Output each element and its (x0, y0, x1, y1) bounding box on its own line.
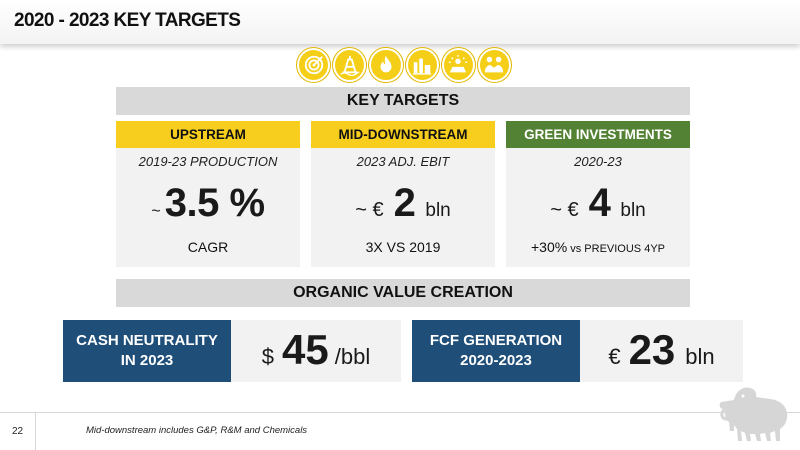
cash-neutrality-prefix: $ (261, 344, 275, 369)
green-investments-value-row: ~ € 4 bln (506, 181, 690, 227)
target-icon (297, 48, 331, 82)
six-legged-dog-logo (719, 387, 788, 441)
solar-icon (441, 48, 475, 82)
fcf-generation-value: 23 (628, 326, 676, 373)
handshake-icon (477, 48, 512, 82)
page-number: 22 (0, 413, 36, 450)
green-investments-footer: +30% vs PREVIOUS 4YP (506, 239, 690, 255)
green-investments-value: 4 (588, 181, 611, 225)
mid-downstream-value-row: ~ € 2 bln (311, 181, 495, 227)
mid-downstream-subtitle: 2023 ADJ. EBIT (356, 154, 450, 169)
fcf-generation-label: FCF GENERATION 2020-2023 (412, 320, 580, 382)
mid-downstream-prefix: ~ € (355, 199, 384, 221)
key-targets-band: KEY TARGETS (116, 87, 690, 115)
refinery-icon (405, 48, 439, 82)
mid-downstream-card: MID-DOWNSTREAM 2023 ADJ. EBIT ~ € 2 bln … (311, 121, 495, 267)
green-investments-subtitle: 2020-23 (574, 154, 622, 169)
green-investments-footer-small: vs PREVIOUS 4YP (567, 243, 665, 255)
fcf-generation-prefix: € (608, 344, 621, 369)
upstream-subtitle: 2019-23 PRODUCTION (138, 154, 278, 169)
upstream-heading: UPSTREAM (116, 121, 300, 148)
green-investments-unit: bln (620, 200, 646, 221)
upstream-value: 3.5 % (164, 181, 265, 225)
footer-divider (0, 412, 800, 413)
mid-downstream-footer: 3X VS 2019 (365, 239, 441, 255)
green-investments-card: GREEN INVESTMENTS 2020-23 ~ € 4 bln +30%… (506, 121, 690, 267)
sector-icons (297, 45, 512, 85)
fcf-generation-line1: FCF GENERATION (429, 332, 563, 349)
upstream-prefix: ~ (151, 203, 161, 220)
mid-downstream-heading: MID-DOWNSTREAM (311, 121, 495, 148)
cash-neutrality-line2: IN 2023 (120, 352, 174, 369)
cash-neutrality-value: 45 (282, 326, 329, 373)
green-investments-prefix: ~ € (550, 199, 579, 221)
upstream-card: UPSTREAM 2019-23 PRODUCTION ~ 3.5 % CAGR (116, 121, 300, 267)
cash-neutrality-unit: /bbl (334, 344, 371, 369)
cash-neutrality-value-box: $ 45 /bbl (231, 320, 401, 382)
green-investments-footer-main: +30% (530, 239, 568, 255)
oil-rig-icon (333, 48, 367, 82)
slide-title: 2020 - 2023 KEY TARGETS (14, 10, 241, 31)
mid-downstream-unit: bln (425, 200, 451, 221)
organic-value-band: ORGANIC VALUE CREATION (116, 279, 690, 307)
fcf-generation-unit: bln (685, 344, 715, 369)
footnote: Mid-downstream includes G&P, R&M and Che… (86, 425, 308, 436)
green-investments-heading: GREEN INVESTMENTS (506, 121, 690, 148)
upstream-value-row: ~ 3.5 % (116, 181, 300, 227)
slide-header: 2020 - 2023 KEY TARGETS (0, 0, 800, 44)
fcf-generation-line2: 2020-2023 (460, 352, 532, 369)
fcf-generation-value-box: € 23 bln (580, 320, 743, 382)
upstream-footer: CAGR (187, 239, 229, 255)
flame-icon (369, 48, 403, 82)
cash-neutrality-line1: CASH NEUTRALITY (76, 332, 218, 349)
mid-downstream-value: 2 (393, 181, 416, 225)
cash-neutrality-label: CASH NEUTRALITY IN 2023 (63, 320, 231, 382)
